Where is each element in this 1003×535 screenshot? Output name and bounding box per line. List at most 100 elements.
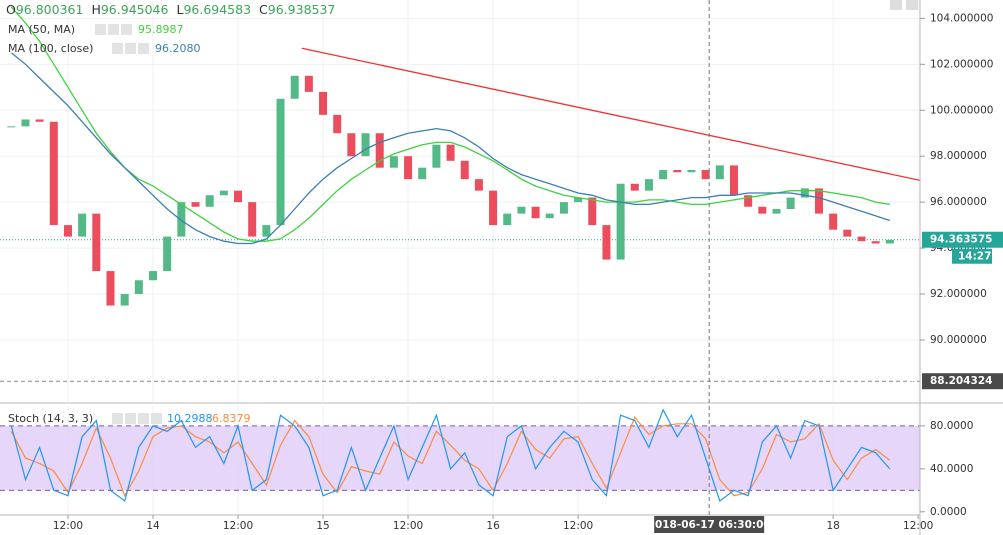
x-tick-label: 14	[146, 520, 160, 532]
candle	[21, 119, 30, 127]
legend-label: MA (50, MA)	[8, 23, 75, 36]
x-tick-label: 16	[486, 520, 500, 532]
candle	[503, 213, 512, 226]
candle	[758, 206, 767, 214]
y-tick-label: 96.000000	[930, 196, 987, 208]
candle	[205, 195, 214, 207]
candle	[786, 197, 795, 210]
candle	[234, 190, 243, 203]
candle	[602, 225, 611, 260]
ohlc-key: O	[6, 2, 16, 17]
x-tick-label: 15	[316, 520, 329, 532]
candle	[489, 190, 498, 226]
stoch-value: 10.2988	[167, 412, 213, 425]
candle	[361, 133, 370, 157]
legend-button	[125, 413, 136, 424]
candle	[800, 188, 809, 198]
y-tick-label: 40.0000	[930, 463, 973, 475]
candle	[333, 114, 342, 134]
candle	[687, 169, 696, 173]
candle	[389, 156, 398, 168]
y-tick-label: 92.000000	[930, 288, 987, 300]
candle	[120, 294, 129, 306]
crosshair-label-box	[654, 516, 765, 533]
legend-value: 95.8987	[138, 23, 184, 36]
candle	[659, 169, 668, 180]
ma-line	[10, 52, 891, 245]
stoch-line	[10, 408, 891, 503]
candle	[63, 225, 72, 237]
candle	[134, 280, 143, 295]
candle	[347, 133, 356, 157]
x-tick-label: 12:00	[903, 520, 933, 532]
candle	[418, 167, 427, 180]
candle	[432, 144, 441, 168]
legend-button	[125, 43, 136, 54]
ohlc-key: H	[91, 2, 100, 17]
x-tick-label: 12:00	[53, 520, 83, 532]
ohlc-value: 96.945046	[101, 2, 169, 17]
candle	[857, 236, 866, 242]
countdown-label: 14:27	[958, 251, 991, 263]
ohlc-header: O96.800361 H96.945046 L96.694583 C96.938537	[6, 2, 335, 17]
candle	[772, 209, 781, 214]
candle	[375, 133, 384, 168]
ma-line	[10, 6, 890, 242]
x-tick-label: 12:00	[393, 520, 423, 532]
candle	[885, 239, 894, 244]
candle	[219, 190, 228, 196]
candle	[559, 202, 568, 214]
candle	[871, 241, 880, 244]
candle	[35, 119, 44, 122]
candle	[7, 126, 16, 128]
toolbar-button[interactable]	[906, 0, 918, 10]
countdown-box	[952, 248, 992, 264]
overlay: 2018-06-17 06:30:00 O96.800361 H96.945046 L…	[6, 0, 918, 533]
candle	[574, 197, 583, 203]
price-label: 94.363575	[930, 234, 992, 246]
candle	[545, 213, 554, 219]
candle	[673, 169, 682, 173]
trendline	[301, 47, 920, 182]
legend-button	[121, 24, 132, 35]
x-tick-label: 18	[826, 520, 839, 532]
legend-button	[138, 43, 149, 54]
y-tick-label: 0.0000	[930, 506, 967, 518]
candle	[78, 213, 87, 237]
ohlc-value: 96.800361	[16, 2, 84, 17]
candle	[276, 98, 285, 226]
candle	[262, 225, 271, 237]
ohlc-value: 96.694583	[183, 2, 251, 17]
candle	[588, 197, 597, 226]
ohlc-key: L	[176, 2, 183, 17]
y-tick-label: 90.000000	[930, 334, 987, 346]
candle	[829, 213, 838, 230]
toolbar-button[interactable]	[890, 0, 902, 10]
candle	[163, 236, 172, 272]
candle	[248, 202, 257, 237]
candle	[630, 183, 639, 191]
candle	[729, 165, 738, 196]
price-label: 88.204324	[930, 375, 992, 387]
price-label-box	[922, 373, 1003, 390]
legend-button	[95, 24, 106, 35]
legend-button	[138, 413, 149, 424]
crosshair-plus: +	[907, 374, 917, 388]
candle	[474, 179, 483, 191]
y-tick-label: 102.000000	[930, 58, 993, 70]
candle	[149, 271, 157, 281]
legend-button	[108, 24, 119, 35]
x-tick-label: 12:00	[563, 520, 593, 532]
candle	[191, 202, 200, 207]
candle	[290, 75, 299, 99]
candle	[460, 160, 469, 180]
stoch-pane	[0, 405, 920, 515]
candle	[304, 75, 313, 92]
ohlc-value: 96.938537	[268, 2, 336, 17]
main-pane	[0, 0, 920, 402]
candle	[701, 169, 710, 180]
y-tick-label: 100.000000	[930, 104, 993, 116]
candle	[715, 165, 724, 180]
